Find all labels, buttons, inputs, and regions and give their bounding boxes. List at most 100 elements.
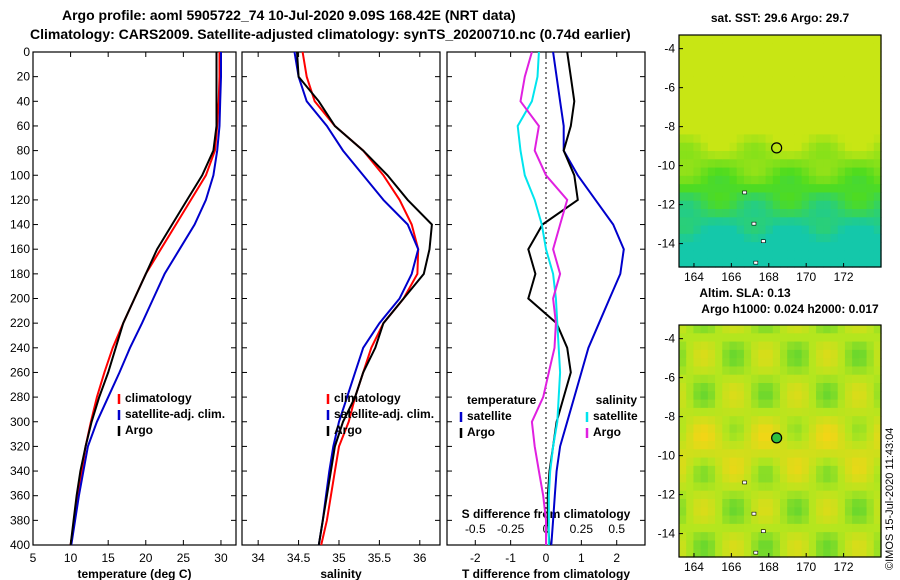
sla_map-cell	[859, 416, 868, 426]
sst_map-cell	[794, 159, 803, 169]
sst_map-cell	[801, 209, 810, 218]
sla_map-cell	[729, 424, 738, 434]
sst_map-cell	[758, 200, 767, 210]
sla_map-cell	[823, 548, 832, 558]
sst_map-cell	[844, 217, 853, 227]
sla_map-cell	[801, 374, 810, 384]
sst_map-cell	[686, 225, 695, 235]
sla_map-cell	[844, 457, 853, 467]
sla_map-ytick-label: -10	[658, 449, 676, 463]
sst_map-cell	[808, 59, 817, 69]
sst_map-cell	[837, 250, 846, 260]
sla_map-cell	[844, 449, 853, 459]
sla_map-cell	[707, 515, 716, 525]
sla_map-cell	[844, 540, 853, 550]
sla_map-cell	[866, 325, 875, 334]
sla_map-cell	[866, 374, 875, 384]
sst_map-cell	[722, 233, 731, 243]
sla_map-cell	[715, 366, 723, 376]
sla_map-cell	[700, 523, 709, 533]
sst_map-cell	[700, 68, 709, 78]
sla_map-cell	[837, 465, 846, 475]
sst_map-cell	[837, 117, 846, 127]
sst_map-cell	[852, 109, 860, 119]
sla_map-cell	[700, 532, 709, 542]
sla_map-cell	[729, 325, 738, 334]
sst_map-cell	[787, 151, 796, 160]
sla_map-cell	[722, 465, 731, 475]
sst_map-cell	[751, 93, 759, 102]
sla_map-cell	[816, 540, 824, 550]
sla_map-cell	[765, 358, 774, 368]
sst_map-cell	[823, 200, 832, 210]
sla_map-ytick-label: -6	[664, 371, 675, 385]
sla_map-cell	[758, 358, 767, 368]
sla_map-cell	[787, 325, 796, 334]
sla_map-cell	[736, 399, 745, 409]
sst_map-cell	[844, 142, 853, 152]
sla_map-cell	[830, 457, 839, 467]
sst_map-cell	[852, 59, 860, 69]
sla_map-cell	[686, 416, 695, 426]
sla_map-cell	[794, 490, 803, 500]
sst_map-cell	[743, 117, 752, 127]
sst_map-cell	[852, 242, 860, 252]
temperature-xtick-label: 30	[214, 551, 228, 565]
sst_map-cell	[801, 68, 810, 78]
sla_map-cell	[693, 523, 702, 533]
sla_map-cell	[852, 449, 860, 459]
salinity-diff-tick-label: 0.25	[570, 522, 594, 536]
sst_map-cell	[794, 134, 803, 144]
sla_map-cell	[707, 482, 716, 492]
depth-tick-label: 120	[10, 193, 30, 207]
sst_map-cell	[866, 167, 875, 177]
sst_map-cell	[722, 258, 731, 268]
sst_map-cell	[837, 142, 846, 152]
sla_map-cell	[873, 416, 882, 426]
sla_map-cell	[729, 499, 738, 508]
sla_map-cell	[801, 416, 810, 426]
sla_map-cell	[801, 432, 810, 442]
sla_map-cell	[700, 349, 709, 359]
sst_map-cell	[736, 109, 745, 119]
sla_map-cell	[700, 341, 709, 351]
sla_map-cell	[816, 532, 824, 542]
sst_map-cell	[765, 101, 774, 111]
sst_map-cell	[830, 200, 839, 210]
depth-tick-label: 400	[10, 538, 30, 552]
sst_map-cell	[772, 51, 781, 61]
sla_map-cell	[722, 383, 731, 392]
sst_map-cell	[765, 225, 774, 235]
sst_map-cell	[837, 93, 846, 102]
sst_map-cell	[823, 258, 832, 268]
sst_map-cell	[686, 43, 695, 53]
sst_map-cell	[844, 175, 853, 185]
sst_map-cell	[693, 68, 702, 78]
sla_map-cell	[736, 457, 745, 467]
sla_map-cell	[722, 349, 731, 359]
sla_map-cell	[715, 499, 723, 508]
sla_map-cell	[823, 432, 832, 442]
sst_map-cell	[837, 184, 846, 194]
sst_map-cell	[823, 167, 832, 177]
temperature-xtick-label: 20	[139, 551, 153, 565]
sla_map-cell	[837, 366, 846, 376]
sst_map-cell	[743, 159, 752, 169]
sst_map-cell	[736, 117, 745, 127]
sla_map-cell	[859, 515, 868, 525]
sla_map-cell	[801, 407, 810, 417]
sst_map-cell	[693, 217, 702, 227]
sla_map-cell	[852, 325, 860, 334]
sla_map-cell	[751, 465, 759, 475]
sla_map-cell	[830, 449, 839, 459]
sla_map-cell	[794, 333, 803, 343]
sla_map-cell	[743, 540, 752, 550]
sla_map-cell	[866, 548, 875, 558]
sla_map-cell	[852, 457, 860, 467]
sst_map-cell	[852, 192, 860, 202]
sst_map-cell	[780, 250, 788, 260]
sla_map-cell	[751, 507, 759, 517]
sst_map-cell	[743, 192, 752, 202]
sst_map-cell	[736, 242, 745, 252]
sla_map-cell	[758, 416, 767, 426]
